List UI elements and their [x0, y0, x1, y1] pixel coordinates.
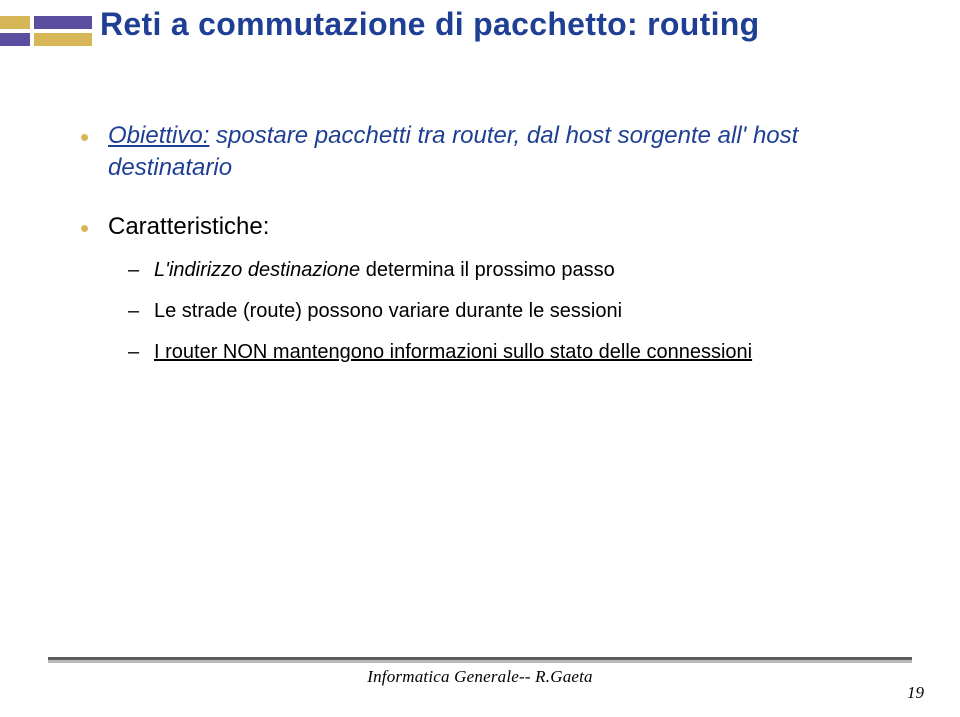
sub-bullet-router: I router NON mantengono informazioni sul…: [128, 339, 880, 366]
slide-title: Reti a commutazione di pacchetto: routin…: [100, 6, 759, 43]
decor-bar-purple-1: [34, 16, 92, 29]
bullet-caratteristiche: Caratteristiche: L'indirizzo destinazion…: [80, 211, 880, 366]
slide-body: Obiettivo: spostare pacchetti tra router…: [80, 120, 880, 392]
sub-bullet-strade: Le strade (route) possono variare durant…: [128, 298, 880, 325]
footer-text: Informatica Generale-- R.Gaeta: [0, 667, 960, 687]
caratteristiche-label: Caratteristiche:: [108, 213, 269, 240]
decor-bar-purple-2: [0, 33, 30, 46]
footer-divider-line: [48, 657, 912, 660]
sub-bullet-indirizzo-rest: determina il prossimo passo: [360, 259, 615, 281]
decor-bar-gold-2: [34, 33, 92, 46]
sub-bullet-indirizzo-italic: L'indirizzo destinazione: [154, 259, 360, 281]
page-number: 19: [907, 683, 924, 703]
sub-bullet-indirizzo: L'indirizzo destinazione determina il pr…: [128, 257, 880, 284]
slide: Reti a commutazione di pacchetto: routin…: [0, 0, 960, 717]
decor-bar-gold-1: [0, 16, 30, 29]
sub-bullet-strade-text: Le strade (route) possono variare durant…: [154, 300, 622, 322]
obiettivo-label: Obiettivo:: [108, 122, 209, 149]
bullet-obiettivo: Obiettivo: spostare pacchetti tra router…: [80, 120, 880, 185]
bullet-list: Obiettivo: spostare pacchetti tra router…: [80, 120, 880, 366]
obiettivo-text: spostare pacchetti tra router, dal host …: [108, 122, 798, 181]
sub-bullet-list: L'indirizzo destinazione determina il pr…: [128, 257, 880, 366]
sub-bullet-router-text: I router NON mantengono informazioni sul…: [154, 341, 752, 363]
